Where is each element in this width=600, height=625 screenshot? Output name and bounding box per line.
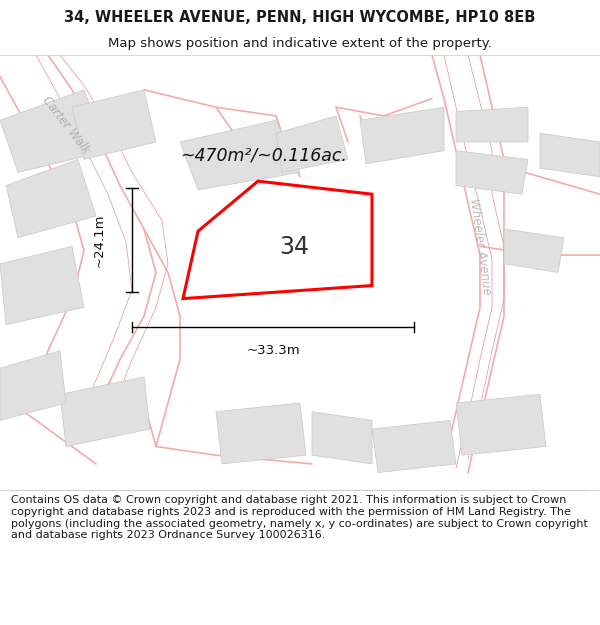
Polygon shape xyxy=(0,246,84,325)
Polygon shape xyxy=(276,116,348,172)
Text: Wheeler Avenue: Wheeler Avenue xyxy=(467,198,493,296)
Polygon shape xyxy=(180,120,300,190)
Text: ~470m²/~0.116ac.: ~470m²/~0.116ac. xyxy=(180,146,347,164)
Polygon shape xyxy=(0,90,108,172)
Text: Carter Walk: Carter Walk xyxy=(40,93,92,156)
Polygon shape xyxy=(456,107,528,142)
Polygon shape xyxy=(183,181,372,299)
Polygon shape xyxy=(6,159,96,238)
Polygon shape xyxy=(312,412,372,464)
Polygon shape xyxy=(216,403,306,464)
Text: Map shows position and indicative extent of the property.: Map shows position and indicative extent… xyxy=(108,38,492,51)
Text: Contains OS data © Crown copyright and database right 2021. This information is : Contains OS data © Crown copyright and d… xyxy=(11,496,587,540)
Polygon shape xyxy=(456,151,528,194)
Text: ~33.3m: ~33.3m xyxy=(246,344,300,357)
Polygon shape xyxy=(60,377,150,446)
Text: 34, WHEELER AVENUE, PENN, HIGH WYCOMBE, HP10 8EB: 34, WHEELER AVENUE, PENN, HIGH WYCOMBE, … xyxy=(64,10,536,25)
Polygon shape xyxy=(504,229,564,272)
Polygon shape xyxy=(360,107,444,164)
Polygon shape xyxy=(72,90,156,159)
Text: 34: 34 xyxy=(280,235,310,259)
Polygon shape xyxy=(372,421,456,472)
Polygon shape xyxy=(456,394,546,455)
Polygon shape xyxy=(540,133,600,177)
Polygon shape xyxy=(0,351,66,421)
Text: ~24.1m: ~24.1m xyxy=(92,213,106,267)
